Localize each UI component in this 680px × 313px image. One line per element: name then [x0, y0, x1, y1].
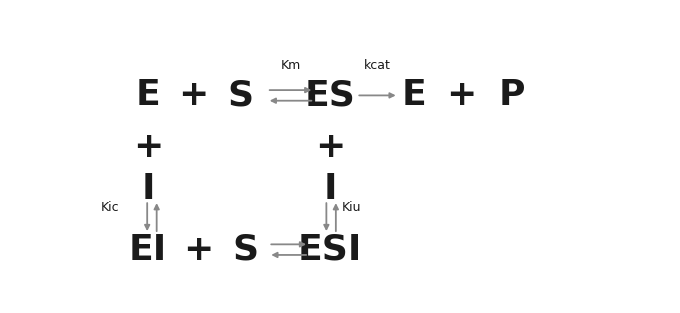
Text: +: + [133, 130, 163, 164]
Text: I: I [323, 172, 337, 206]
Text: Kiu: Kiu [341, 201, 361, 214]
Text: ESI: ESI [298, 233, 362, 267]
Text: kcat: kcat [364, 59, 391, 72]
Text: S: S [233, 233, 259, 267]
Text: I: I [141, 172, 155, 206]
Text: ES: ES [305, 78, 356, 112]
Text: +: + [178, 78, 208, 112]
Text: E: E [136, 78, 160, 112]
Text: S: S [227, 78, 254, 112]
Text: EI: EI [129, 233, 167, 267]
Text: Km: Km [280, 59, 301, 72]
Text: E: E [402, 78, 427, 112]
Text: +: + [447, 78, 477, 112]
Text: Kic: Kic [101, 201, 120, 214]
Text: +: + [183, 233, 214, 267]
Text: P: P [498, 78, 525, 112]
Text: +: + [315, 130, 345, 164]
